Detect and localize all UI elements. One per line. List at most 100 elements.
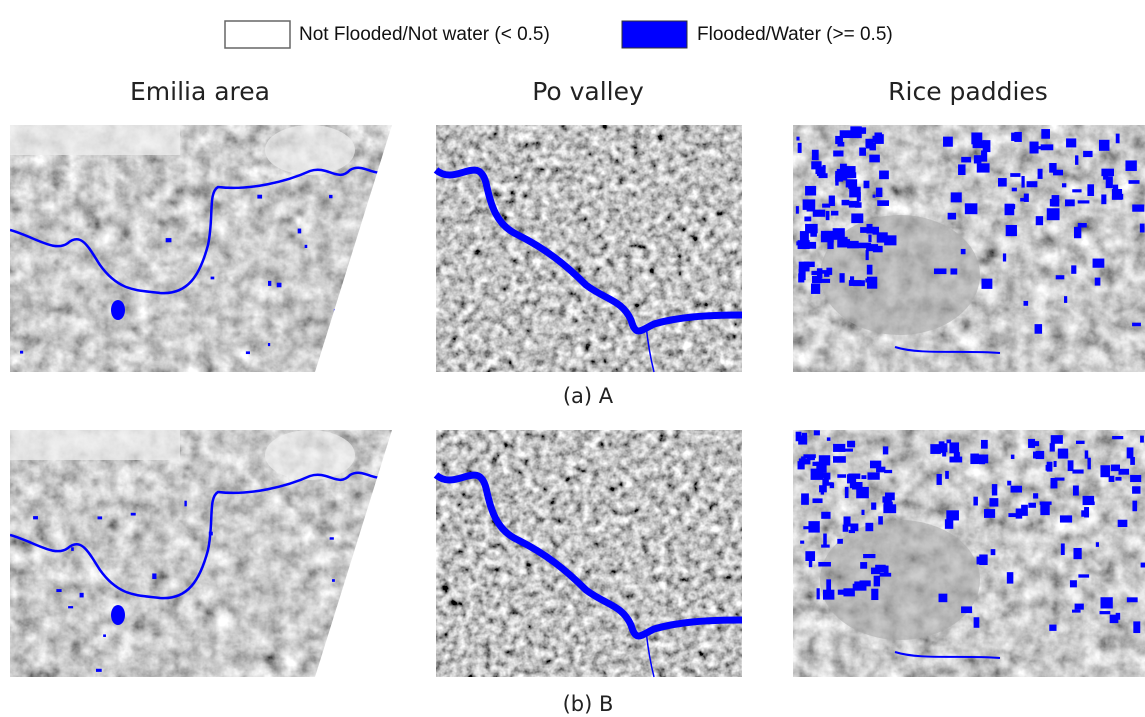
water-patch — [852, 483, 862, 489]
water-patch — [815, 166, 825, 174]
water-patch — [883, 446, 888, 454]
water-patch — [1068, 460, 1074, 471]
water-patch — [1132, 501, 1137, 512]
water-patch — [812, 276, 822, 283]
water-patch — [277, 283, 282, 288]
water-patch — [949, 442, 959, 453]
water-patch — [874, 576, 880, 587]
water-patch — [808, 521, 819, 532]
water-patch — [821, 512, 830, 519]
water-patch — [818, 562, 831, 567]
water-patch — [1007, 204, 1015, 209]
cloud — [265, 430, 355, 480]
water-patch — [1056, 275, 1065, 279]
water-patch — [1058, 449, 1068, 459]
water-patch — [954, 452, 960, 461]
water-patch — [1054, 461, 1057, 467]
water-patch — [1127, 597, 1138, 602]
water-patch — [821, 491, 824, 495]
water-patch — [1130, 457, 1135, 465]
water-patch — [871, 502, 876, 509]
water-patch — [796, 137, 799, 141]
water-patch — [854, 581, 866, 590]
water-patch — [796, 241, 800, 245]
satellite-image — [10, 125, 392, 372]
water-patch — [865, 243, 871, 246]
water-patch — [833, 151, 843, 157]
water-patch — [56, 589, 61, 592]
water-patch — [98, 516, 103, 519]
water-patch — [823, 590, 834, 600]
satellite-image — [436, 430, 742, 677]
water-patch — [796, 206, 799, 214]
water-patch — [1085, 450, 1088, 458]
water-patch — [865, 139, 873, 147]
water-patch — [1078, 574, 1089, 577]
water-patch — [330, 537, 334, 539]
haze — [820, 520, 980, 640]
water-patch — [861, 510, 864, 515]
water-patch — [805, 224, 818, 233]
water-patch — [961, 606, 972, 613]
water-patch — [945, 519, 953, 529]
water-patch — [868, 235, 871, 243]
water-patch — [1093, 259, 1105, 268]
water-patch — [821, 279, 830, 283]
water-patch — [961, 249, 966, 254]
water-patch — [961, 157, 971, 163]
water-patch — [1072, 189, 1081, 192]
water-patch — [835, 136, 843, 144]
water-patch — [1076, 441, 1085, 444]
water-patch — [1049, 625, 1056, 631]
water-patch — [1120, 194, 1124, 200]
water-patch — [1028, 439, 1035, 448]
legend-swatch-flooded — [622, 21, 687, 48]
water-patch — [1073, 548, 1081, 559]
water-patch — [979, 554, 987, 565]
water-patch — [812, 498, 822, 503]
water-patch — [1023, 301, 1028, 306]
water-patch — [1101, 194, 1106, 204]
column-title: Po valley — [532, 77, 644, 106]
water-patch — [268, 343, 270, 346]
cloud — [10, 125, 180, 155]
water-patch — [1038, 169, 1043, 179]
water-patch — [1081, 510, 1088, 516]
water-patch — [867, 472, 879, 479]
water-patch — [798, 143, 802, 153]
water-patch — [1101, 597, 1113, 608]
water-patch — [989, 498, 998, 506]
water-patch — [992, 484, 997, 495]
water-patch — [329, 195, 332, 198]
water-patch — [951, 192, 962, 202]
water-patch — [1075, 604, 1084, 610]
water-patch — [1130, 475, 1141, 482]
water-patch — [826, 482, 833, 485]
water-patch — [1055, 478, 1065, 481]
water-patch — [878, 516, 883, 524]
water-patch — [817, 588, 820, 599]
water-patch — [865, 523, 873, 531]
water-patch — [973, 497, 977, 506]
water-patch — [875, 134, 884, 144]
water-patch — [1062, 183, 1066, 187]
water-patch — [831, 211, 838, 216]
water-patch — [33, 516, 38, 519]
water-patch — [1035, 324, 1043, 334]
water-patch — [873, 195, 876, 198]
water-patch — [1047, 208, 1060, 220]
cloud — [10, 430, 180, 460]
water-patch — [96, 669, 102, 672]
water-patch — [837, 474, 846, 478]
water-patch — [103, 634, 106, 637]
water-patch — [833, 228, 845, 237]
water-patch — [1140, 436, 1144, 443]
water-patch — [877, 200, 889, 206]
lake — [111, 300, 125, 320]
water-patch — [1125, 160, 1136, 171]
water-patch — [257, 195, 262, 199]
water-patch — [976, 455, 989, 464]
water-patch — [1036, 216, 1043, 225]
water-patch — [798, 273, 804, 282]
water-patch — [1011, 486, 1022, 493]
